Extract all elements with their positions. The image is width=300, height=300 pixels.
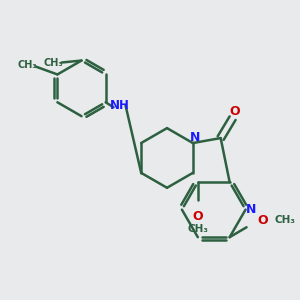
Text: N: N: [246, 203, 257, 216]
Text: CH₃: CH₃: [18, 59, 38, 70]
Text: O: O: [229, 105, 240, 118]
Text: NH: NH: [110, 99, 130, 112]
Text: CH₃: CH₃: [44, 58, 64, 68]
Text: N: N: [190, 130, 200, 144]
Text: O: O: [257, 214, 268, 227]
Text: O: O: [193, 210, 203, 224]
Text: CH₃: CH₃: [187, 224, 208, 234]
Text: CH₃: CH₃: [274, 215, 296, 225]
